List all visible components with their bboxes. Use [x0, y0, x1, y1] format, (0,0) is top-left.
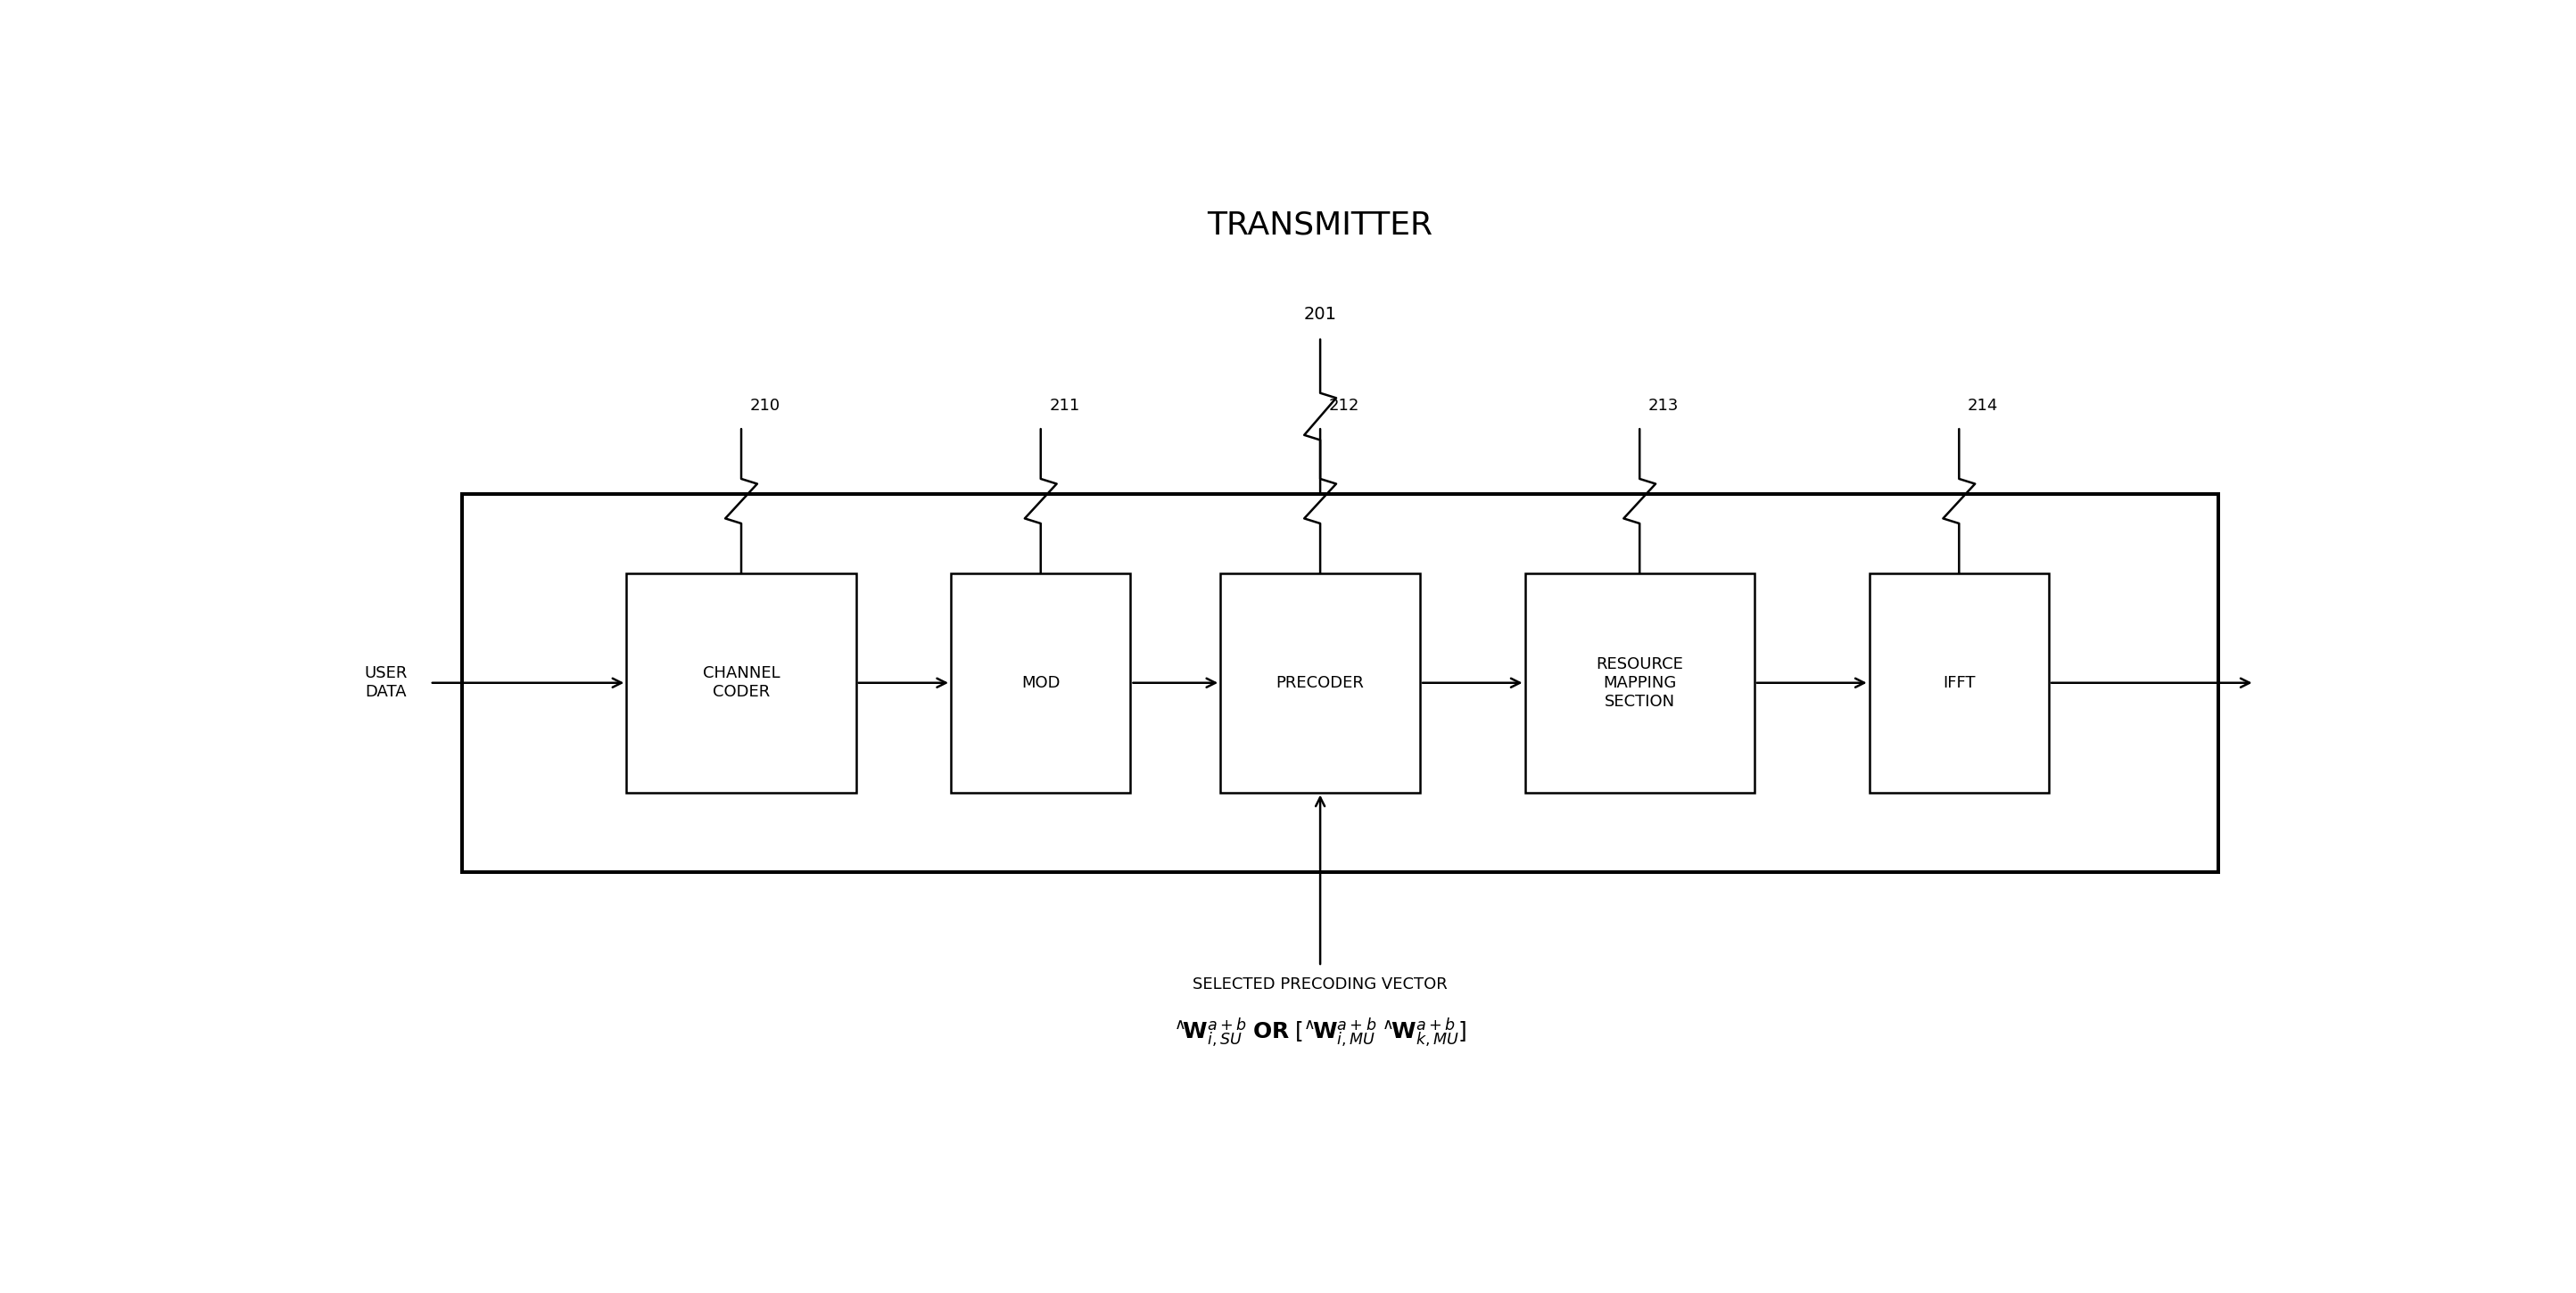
Text: PRECODER: PRECODER — [1275, 675, 1365, 690]
Text: IFFT: IFFT — [1942, 675, 1976, 690]
Bar — [626, 573, 855, 793]
Bar — [1525, 573, 1754, 793]
Text: TRANSMITTER: TRANSMITTER — [1208, 209, 1432, 240]
Text: 210: 210 — [750, 398, 781, 414]
Text: 213: 213 — [1649, 398, 1680, 414]
Bar — [461, 494, 2218, 871]
Bar — [1870, 573, 2048, 793]
Bar — [951, 573, 1131, 793]
Text: 212: 212 — [1329, 398, 1360, 414]
Text: 211: 211 — [1048, 398, 1079, 414]
Text: MOD: MOD — [1020, 675, 1061, 690]
Text: CHANNEL
CODER: CHANNEL CODER — [703, 666, 781, 700]
Text: RESOURCE
MAPPING
SECTION: RESOURCE MAPPING SECTION — [1597, 657, 1682, 710]
Text: 201: 201 — [1303, 306, 1337, 323]
Text: 214: 214 — [1968, 398, 1999, 414]
Text: $^{\wedge}\!\mathbf{W}^{a+b}_{i,SU}$$\;\mathbf{OR}\;$$[^{\wedge}\!\mathbf{W}^{a+: $^{\wedge}\!\mathbf{W}^{a+b}_{i,SU}$$\;\… — [1175, 1016, 1466, 1050]
Bar — [1221, 573, 1419, 793]
Text: SELECTED PRECODING VECTOR: SELECTED PRECODING VECTOR — [1193, 976, 1448, 993]
Text: USER
DATA: USER DATA — [363, 666, 407, 700]
